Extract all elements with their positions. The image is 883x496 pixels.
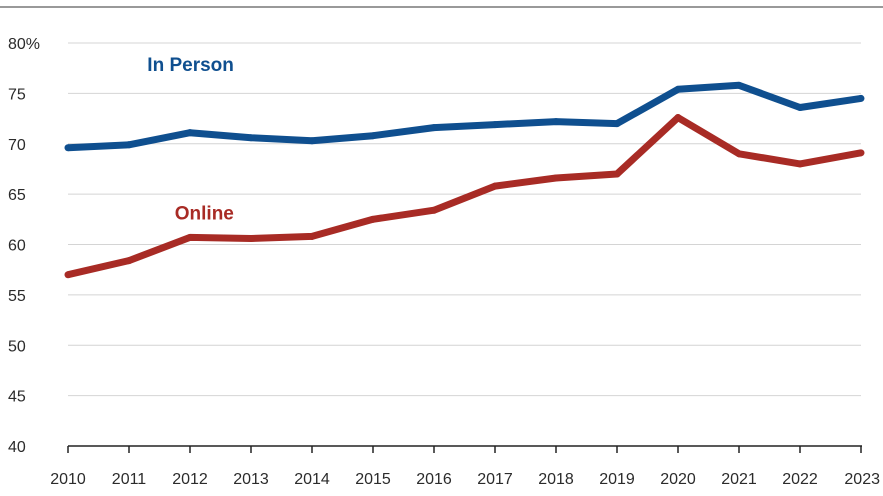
data-point-in-person-2010	[64, 144, 72, 152]
data-point-online-2017	[491, 182, 499, 190]
x-axis-labels: 2010 2011 2012 2013 2014 2015 2016 2017 2018 2019…	[50, 471, 880, 488]
data-point-online-2011	[125, 257, 133, 265]
x-tick-label-2016: 2016	[416, 471, 452, 488]
y-tick-label-60: 60	[8, 238, 26, 255]
data-point-online-2014	[308, 232, 316, 240]
series-label-online: Online	[175, 203, 234, 224]
data-point-online-2019	[613, 170, 621, 178]
data-point-online-2022	[796, 160, 804, 168]
series-line-online	[67, 114, 862, 279]
data-point-in-person-2016	[430, 124, 438, 132]
series-labels: In Person Online	[147, 55, 234, 224]
x-tick-label-2020: 2020	[660, 471, 696, 488]
y-tick-label-50: 50	[8, 338, 26, 355]
data-point-in-person-2019	[613, 120, 621, 128]
x-tick-label-2013: 2013	[233, 471, 269, 488]
y-tick-label-40: 40	[8, 439, 26, 456]
data-point-in-person-2018	[552, 118, 560, 126]
x-tick-label-2019: 2019	[599, 471, 635, 488]
x-tick-label-2015: 2015	[355, 471, 391, 488]
x-tick-label-2010: 2010	[50, 471, 86, 488]
data-point-online-2013	[247, 234, 255, 242]
data-point-online-2016	[430, 206, 438, 214]
x-tick-label-2023: 2023	[844, 471, 880, 488]
data-point-in-person-2015	[369, 132, 377, 140]
x-tick-label-2014: 2014	[294, 471, 330, 488]
y-tick-label-80: 80%	[8, 36, 40, 53]
y-tick-label-45: 45	[8, 389, 26, 406]
data-point-in-person-2020	[674, 85, 682, 93]
data-point-online-2021	[735, 150, 743, 158]
data-point-online-2020	[674, 114, 682, 122]
data-point-online-2015	[369, 215, 377, 223]
series-lines	[64, 81, 865, 279]
data-point-in-person-2014	[308, 137, 316, 145]
data-point-online-2010	[64, 271, 72, 279]
x-axis	[67, 445, 862, 453]
y-tick-label-75: 75	[8, 86, 26, 103]
series-label-in-person: In Person	[147, 55, 234, 76]
y-tick-label-55: 55	[8, 288, 26, 305]
data-point-in-person-2022	[796, 103, 804, 111]
x-tick-label-2022: 2022	[782, 471, 818, 488]
x-tick-label-2012: 2012	[172, 471, 208, 488]
x-tick-label-2017: 2017	[477, 471, 513, 488]
x-tick-label-2011: 2011	[112, 471, 147, 488]
data-point-in-person-2023	[857, 94, 865, 102]
gridlines	[68, 42, 861, 397]
data-point-online-2012	[186, 233, 194, 241]
data-point-in-person-2017	[491, 121, 499, 129]
data-point-in-person-2021	[735, 81, 743, 89]
series-line-in-person	[67, 81, 862, 152]
data-point-in-person-2011	[125, 141, 133, 149]
data-point-online-2023	[857, 149, 865, 157]
data-point-in-person-2013	[247, 134, 255, 142]
y-axis-labels: 40 45 50 55 60 65 70 75 80%	[8, 36, 40, 456]
data-point-in-person-2012	[186, 129, 194, 137]
y-tick-label-65: 65	[8, 187, 26, 204]
x-tick-label-2021: 2021	[721, 471, 757, 488]
x-tick-label-2018: 2018	[538, 471, 574, 488]
data-point-online-2018	[552, 174, 560, 182]
y-tick-label-70: 70	[8, 137, 26, 154]
